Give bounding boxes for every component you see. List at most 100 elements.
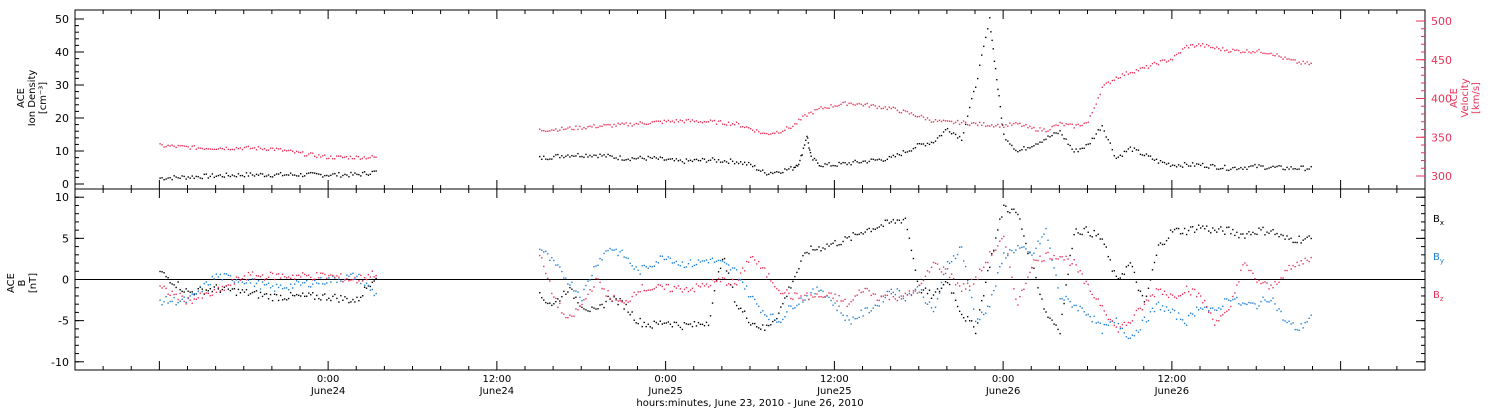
velocity-point: [1288, 58, 1290, 60]
bx-point: [547, 302, 549, 305]
ion-density-point: [795, 164, 798, 167]
by-point: [1234, 298, 1236, 300]
bz-point: [629, 300, 631, 302]
by-point: [1173, 309, 1176, 312]
bz-point: [221, 285, 224, 288]
velocity-point: [816, 108, 818, 111]
ion-density-point: [946, 127, 949, 130]
by-point: [1057, 287, 1059, 289]
by-point: [892, 291, 895, 294]
bx-point: [263, 293, 266, 296]
velocity-point: [824, 106, 826, 109]
ion-density-point: [265, 175, 268, 177]
ion-density-point: [1079, 148, 1081, 150]
ion-density-point: [585, 153, 587, 156]
by-point: [1065, 295, 1067, 298]
bx-point: [1169, 229, 1172, 231]
ion-density-point: [796, 165, 799, 167]
bx-point: [1232, 228, 1234, 231]
bx-point: [1047, 316, 1049, 319]
bz-point: [1165, 294, 1168, 296]
velocity-point: [1063, 124, 1065, 127]
ion-density-point: [727, 162, 730, 165]
velocity-point: [543, 130, 545, 132]
by-point: [727, 264, 730, 266]
by-point: [1139, 329, 1142, 331]
bz-point: [367, 273, 370, 276]
by-point: [369, 289, 372, 291]
velocity-point: [277, 148, 280, 150]
bz-point: [786, 289, 788, 291]
bz-point: [265, 277, 268, 280]
ion-density-point: [1256, 166, 1258, 169]
bottom-y-title: ACE B [nT]: [6, 273, 39, 293]
velocity-point: [822, 107, 824, 110]
by-point: [589, 279, 591, 281]
velocity-point: [659, 120, 661, 122]
by-point: [365, 282, 368, 285]
bx-point: [989, 266, 991, 269]
by-point: [1151, 307, 1154, 310]
bx-point: [784, 297, 786, 299]
velocity-point: [981, 124, 983, 127]
velocity-point: [1077, 123, 1079, 125]
by-point: [247, 279, 250, 281]
bz-point: [981, 269, 983, 272]
velocity-point: [766, 132, 768, 135]
velocity-point: [271, 147, 274, 149]
by-point: [820, 289, 822, 291]
velocity-point: [257, 146, 260, 148]
by-point: [956, 253, 959, 256]
ion-density-point: [253, 175, 256, 177]
bz-point: [1163, 290, 1166, 292]
bz-point: [312, 279, 314, 281]
bx-point: [1268, 232, 1270, 234]
velocity-point: [1222, 47, 1224, 49]
ion-density-point: [998, 95, 1000, 97]
bz-point: [575, 308, 577, 310]
bx-point: [999, 218, 1001, 220]
ion-density-point: [1193, 165, 1196, 167]
bz-point: [1101, 304, 1103, 307]
by-point: [838, 305, 840, 307]
by-point: [1007, 254, 1009, 257]
bx-point: [1167, 237, 1170, 239]
ion-density-point: [852, 161, 854, 163]
bx-point: [780, 306, 782, 308]
by-point: [615, 248, 617, 251]
velocity-point: [1165, 61, 1168, 63]
velocity-point: [956, 119, 959, 122]
velocity-point: [1019, 122, 1021, 125]
bz-point: [1139, 307, 1142, 310]
bx-point: [597, 308, 599, 310]
velocity-point: [1208, 45, 1210, 47]
velocity-point: [1137, 70, 1140, 72]
velocity-point: [1089, 115, 1091, 117]
by-point: [1266, 300, 1268, 303]
legend-by: By: [1433, 252, 1444, 265]
bz-point: [304, 273, 306, 276]
by-point: [661, 255, 664, 257]
bx-point: [1083, 227, 1085, 230]
bz-point: [679, 288, 682, 290]
bx-point: [306, 295, 308, 297]
bz-point: [257, 275, 260, 277]
bz-point: [862, 291, 864, 293]
bz-point: [1298, 264, 1300, 267]
bx-point: [760, 328, 762, 330]
bx-point: [1218, 228, 1220, 230]
bx-point: [356, 296, 358, 299]
by-point: [207, 284, 209, 286]
velocity-point: [860, 103, 862, 106]
velocity-point: [1029, 125, 1031, 127]
bz-point: [766, 276, 768, 278]
bx-point: [948, 283, 951, 286]
bx-point: [1057, 328, 1059, 331]
bx-point: [1294, 241, 1296, 244]
ion-density-point: [930, 141, 933, 144]
velocity-point: [689, 120, 692, 123]
bx-point: [958, 310, 961, 312]
bz-point: [1288, 264, 1290, 267]
by-point: [1155, 303, 1158, 305]
ion-density-point: [245, 172, 248, 174]
